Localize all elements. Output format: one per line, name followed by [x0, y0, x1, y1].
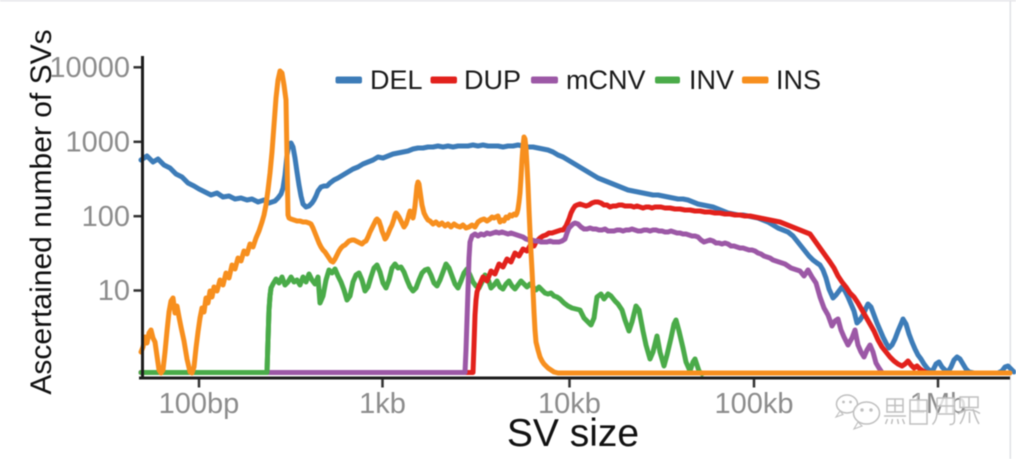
svg-text:DEL: DEL [370, 65, 423, 95]
svg-text:mCNV: mCNV [566, 65, 646, 95]
svg-text:INS: INS [776, 65, 821, 95]
svg-text:100bp: 100bp [159, 388, 240, 420]
svg-text:100: 100 [82, 201, 130, 233]
svg-text:10000: 10000 [49, 52, 130, 84]
svg-text:SV size: SV size [507, 412, 639, 455]
svg-text:10: 10 [98, 275, 130, 307]
svg-text:DUP: DUP [464, 65, 521, 95]
svg-text:1kb: 1kb [359, 388, 406, 420]
svg-text:1000: 1000 [65, 127, 130, 159]
svg-text:10kb: 10kb [538, 388, 601, 420]
svg-text:Ascertained number of SVs: Ascertained number of SVs [25, 29, 58, 394]
svg-text:100kb: 100kb [714, 388, 793, 420]
svg-text:INV: INV [689, 65, 734, 95]
